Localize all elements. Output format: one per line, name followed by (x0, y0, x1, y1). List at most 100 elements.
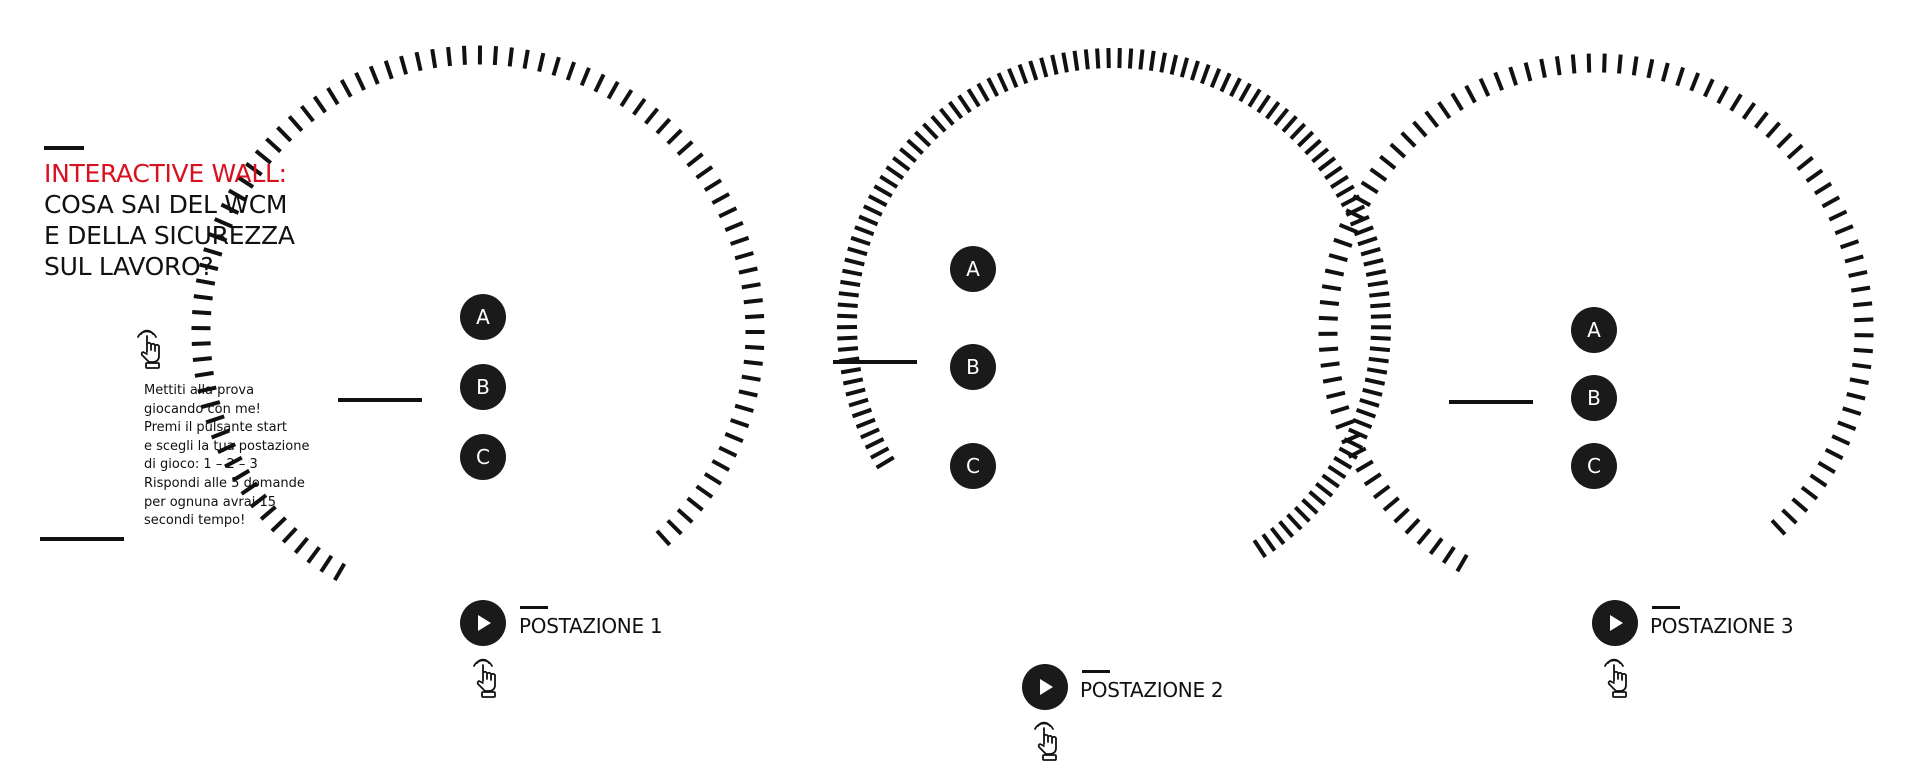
timer-tick (744, 314, 765, 320)
timer-tick (192, 310, 212, 316)
timer-tick (593, 73, 606, 93)
station-3-label-dash (1652, 606, 1680, 609)
station-3-start-button[interactable] (1592, 600, 1638, 646)
timer-tick (1702, 78, 1715, 98)
station-1-option-a[interactable]: A (460, 294, 506, 340)
timer-tick (840, 367, 862, 375)
timer-tick (729, 418, 750, 429)
station-1-label[interactable]: POSTAZIONE 1 (519, 614, 663, 638)
timer-tick (847, 246, 868, 257)
timer-tick (579, 67, 591, 87)
station-2-label[interactable]: POSTAZIONE 2 (1080, 678, 1224, 702)
timer-tick (306, 546, 321, 564)
timer-tick (1347, 446, 1367, 459)
timer-tick (1586, 53, 1592, 73)
timer-tick (1393, 507, 1410, 524)
timer-tick (837, 346, 859, 352)
station-3-option-a[interactable]: A (1571, 307, 1617, 353)
timer-tick (1318, 346, 1339, 352)
station-3-option-c[interactable]: C (1571, 443, 1617, 489)
timer-tick (976, 82, 990, 102)
timer-tick (1200, 64, 1211, 85)
timer-tick (1631, 56, 1639, 76)
timer-tick (676, 140, 694, 156)
hand-tap-icon (137, 329, 160, 369)
timer-tick (1219, 72, 1232, 93)
timer-tick (1328, 253, 1348, 263)
timer-tick (195, 278, 216, 286)
intro-title-line: SUL LAVORO? (44, 252, 214, 281)
timer-tick (1335, 184, 1355, 199)
timer-tick (1389, 142, 1407, 159)
timer-tick (734, 403, 754, 413)
timer-tick (1293, 505, 1311, 523)
timer-tick (885, 165, 905, 180)
timer-tick (224, 455, 243, 469)
timer-tick (879, 174, 899, 189)
timer-tick (1369, 167, 1388, 182)
timer-tick (1846, 392, 1866, 401)
instruction-line: Premi il pulsante start (144, 420, 288, 436)
timer-tick (492, 45, 498, 66)
timer-tick (326, 86, 340, 106)
timer-tick (869, 446, 890, 460)
instruction-line: di gioco: 1 – 2 – 3 (144, 457, 258, 473)
station-1-option-c[interactable]: C (460, 434, 506, 480)
timer-tick (1366, 367, 1388, 375)
timer-tick (1311, 147, 1330, 164)
timer-tick (551, 56, 561, 76)
timer-tick (462, 45, 467, 65)
timer-tick (339, 79, 353, 98)
timer-tick (1317, 156, 1337, 172)
timer-tick (1400, 131, 1417, 148)
timer-tick (1791, 497, 1809, 513)
timer-tick (1370, 335, 1391, 341)
station-2-option-b[interactable]: B (950, 344, 996, 390)
timer-tick (399, 55, 409, 75)
timer-tick (851, 407, 873, 419)
timer-tick (864, 437, 885, 450)
station-2-label-dash (1082, 670, 1110, 673)
timer-tick (1278, 520, 1295, 538)
timer-tick (1360, 246, 1381, 257)
station-2-option-a[interactable]: A (950, 246, 996, 292)
timer-tick (837, 302, 858, 308)
timer-tick (1189, 60, 1200, 81)
timer-tick (383, 60, 394, 80)
timer-tick (1817, 460, 1836, 475)
timer-tick (193, 294, 213, 301)
timer-tick (1362, 387, 1383, 397)
station-2-option-c[interactable]: C (950, 443, 996, 489)
timer-tick (1289, 122, 1307, 140)
timer-tick (1404, 518, 1421, 535)
timer-tick (1229, 77, 1242, 98)
timer-tick (1256, 94, 1271, 114)
timer-tick (947, 100, 964, 120)
timer-tick (899, 147, 917, 164)
station-3-option-b[interactable]: B (1571, 375, 1617, 421)
timer-tick (1352, 417, 1373, 430)
timer-tick (1523, 62, 1533, 82)
timer-tick (1368, 356, 1389, 364)
timer-tick (1372, 484, 1391, 500)
timer-tick (220, 202, 240, 215)
station-2-start-button[interactable] (1022, 664, 1068, 710)
timer-tick (1437, 101, 1452, 120)
timer-tick (1308, 490, 1327, 507)
station-1-option-b[interactable]: B (460, 364, 506, 410)
timer-tick (1729, 93, 1743, 112)
timer-tick (245, 161, 263, 177)
timer-tick (1338, 222, 1358, 234)
timer-tick (1805, 168, 1824, 183)
station-1-start-button[interactable] (460, 600, 506, 646)
intro-bottom-rule (40, 537, 124, 541)
timer-tick (729, 235, 750, 246)
timer-tick (850, 235, 871, 246)
timer-tick (711, 459, 731, 472)
timer-tick (208, 232, 228, 243)
station-3-label[interactable]: POSTAZIONE 3 (1650, 614, 1794, 638)
timer-tick (368, 65, 380, 85)
timer-tick (724, 432, 744, 444)
timer-tick (1370, 314, 1391, 319)
timer-tick (1209, 68, 1222, 89)
